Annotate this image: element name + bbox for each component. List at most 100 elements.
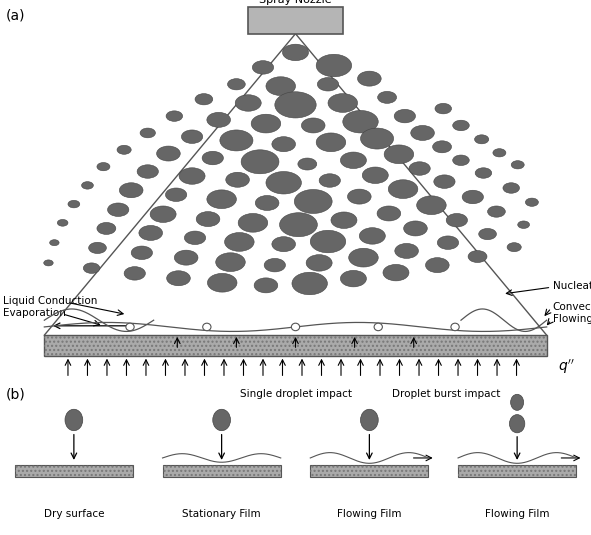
Ellipse shape	[97, 223, 116, 234]
Ellipse shape	[272, 236, 296, 251]
Ellipse shape	[82, 181, 93, 189]
Ellipse shape	[453, 120, 469, 131]
FancyBboxPatch shape	[163, 465, 281, 477]
Ellipse shape	[166, 111, 183, 121]
FancyBboxPatch shape	[310, 465, 428, 477]
Circle shape	[374, 323, 382, 331]
Text: Flowing Film: Flowing Film	[485, 509, 550, 518]
Ellipse shape	[226, 172, 249, 187]
Ellipse shape	[310, 230, 346, 253]
Ellipse shape	[426, 258, 449, 273]
Text: Evaporation: Evaporation	[3, 308, 66, 318]
Ellipse shape	[383, 264, 409, 281]
FancyBboxPatch shape	[248, 7, 343, 34]
Ellipse shape	[511, 394, 524, 410]
Circle shape	[451, 323, 459, 331]
Ellipse shape	[266, 172, 301, 194]
Ellipse shape	[150, 206, 176, 223]
Circle shape	[291, 323, 300, 331]
Ellipse shape	[220, 130, 253, 151]
Ellipse shape	[377, 206, 401, 221]
Ellipse shape	[518, 221, 530, 228]
Ellipse shape	[179, 168, 205, 184]
Ellipse shape	[411, 126, 434, 141]
Ellipse shape	[282, 44, 309, 60]
Ellipse shape	[298, 158, 317, 170]
Ellipse shape	[108, 203, 129, 217]
Ellipse shape	[306, 255, 332, 271]
Ellipse shape	[294, 189, 332, 213]
Ellipse shape	[409, 162, 430, 175]
Ellipse shape	[394, 109, 415, 123]
Ellipse shape	[328, 94, 358, 112]
Ellipse shape	[280, 213, 317, 236]
Ellipse shape	[301, 118, 325, 133]
Ellipse shape	[139, 225, 163, 240]
Ellipse shape	[238, 213, 268, 232]
Ellipse shape	[359, 228, 385, 244]
FancyBboxPatch shape	[15, 465, 133, 477]
FancyBboxPatch shape	[458, 465, 576, 477]
Ellipse shape	[361, 128, 394, 149]
Ellipse shape	[195, 94, 213, 105]
Ellipse shape	[395, 243, 418, 258]
Ellipse shape	[65, 409, 83, 431]
Ellipse shape	[97, 163, 110, 171]
Ellipse shape	[378, 91, 397, 103]
Ellipse shape	[468, 250, 487, 263]
Ellipse shape	[511, 160, 524, 169]
Ellipse shape	[317, 78, 339, 91]
Ellipse shape	[361, 409, 378, 431]
Ellipse shape	[343, 111, 378, 133]
Ellipse shape	[434, 175, 455, 188]
Ellipse shape	[331, 212, 357, 228]
Ellipse shape	[316, 55, 352, 77]
Ellipse shape	[316, 133, 346, 152]
Text: (a): (a)	[6, 8, 25, 22]
Ellipse shape	[255, 195, 279, 210]
Text: Flowing Film: Flowing Film	[337, 509, 402, 518]
Ellipse shape	[50, 240, 59, 246]
Ellipse shape	[475, 135, 489, 144]
Ellipse shape	[479, 228, 496, 240]
Ellipse shape	[213, 409, 230, 431]
Ellipse shape	[437, 236, 459, 249]
Ellipse shape	[207, 273, 237, 292]
Ellipse shape	[117, 146, 131, 154]
Ellipse shape	[216, 253, 245, 271]
Ellipse shape	[340, 152, 366, 169]
Ellipse shape	[235, 95, 261, 111]
Ellipse shape	[124, 266, 145, 280]
Ellipse shape	[475, 168, 492, 178]
Ellipse shape	[446, 213, 467, 227]
Ellipse shape	[503, 183, 519, 193]
Ellipse shape	[266, 77, 296, 95]
Ellipse shape	[453, 155, 469, 165]
Ellipse shape	[157, 146, 180, 161]
Text: Stationary Film: Stationary Film	[182, 509, 261, 518]
Ellipse shape	[488, 206, 505, 217]
Ellipse shape	[417, 196, 446, 215]
Ellipse shape	[252, 60, 274, 74]
Ellipse shape	[340, 270, 366, 287]
Ellipse shape	[196, 211, 220, 227]
Ellipse shape	[254, 278, 278, 293]
Ellipse shape	[433, 141, 452, 153]
Ellipse shape	[292, 272, 327, 295]
Ellipse shape	[384, 145, 414, 164]
Ellipse shape	[388, 180, 418, 198]
Ellipse shape	[435, 103, 452, 114]
Ellipse shape	[57, 219, 68, 226]
Ellipse shape	[202, 151, 223, 165]
Text: Liquid Conduction: Liquid Conduction	[3, 296, 98, 307]
Ellipse shape	[68, 200, 80, 208]
Ellipse shape	[348, 189, 371, 204]
Ellipse shape	[362, 167, 388, 184]
Ellipse shape	[462, 190, 483, 204]
Ellipse shape	[264, 258, 285, 272]
Text: Droplet burst impact: Droplet burst impact	[392, 389, 501, 400]
Ellipse shape	[228, 79, 245, 90]
Ellipse shape	[207, 190, 236, 209]
Text: Spray Nozzle: Spray Nozzle	[259, 0, 332, 5]
Ellipse shape	[509, 415, 525, 433]
